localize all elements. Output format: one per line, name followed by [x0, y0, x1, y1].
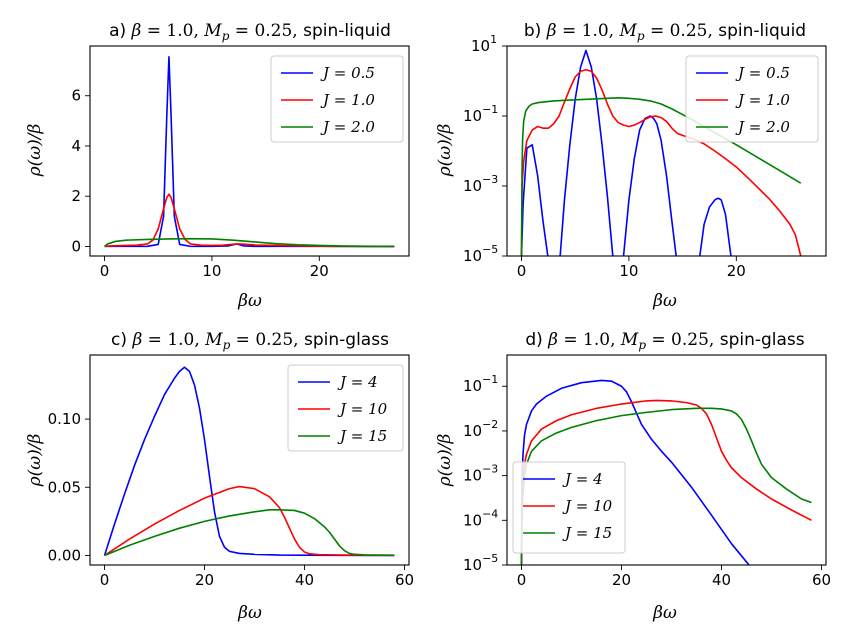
panel-c-ytick-label: 0.05 — [48, 478, 81, 496]
panel-d-axes — [506, 354, 827, 566]
panel-a-x-label: βω — [237, 291, 262, 311]
panel-a-axes — [89, 45, 410, 257]
panel-d-series-1-line — [520, 379, 750, 565]
panel-a-legend-label: J = 0.5 — [320, 64, 375, 82]
panel-c-xtick-label: 40 — [295, 571, 314, 589]
panel-c-legend-label: J = 10 — [337, 400, 388, 418]
panel-c-xtick-label: 0 — [100, 571, 110, 589]
panel-d-xtick-label: 60 — [812, 571, 831, 589]
panel-d-y-label: ρ(ω)/β — [435, 433, 455, 487]
panel-a-legend-label: J = 1.0 — [320, 91, 375, 109]
panel-c-series-1-line — [103, 366, 395, 557]
panel-d-series-3-line — [520, 407, 812, 565]
panel-b-title: b) β = 1.0, Mp = 0.25, spin-liquid — [524, 21, 806, 43]
panel-b-ytick-label: 10−1 — [463, 103, 498, 125]
panel-b: b) β = 1.0, Mp = 0.25, spin-liquid ρ(ω)/… — [435, 21, 827, 311]
panel-b-legend-label: J = 1.0 — [735, 91, 790, 109]
panel-c-legend-label: J = 15 — [337, 427, 387, 445]
svg-text:ρ(ω)/β: ρ(ω)/β — [435, 123, 455, 177]
panel-a-ytick-label: 2 — [71, 187, 81, 205]
panel-d-legend: J = 4 J = 10 J = 15 — [512, 461, 626, 554]
panel-d-ytick-label: 10−4 — [463, 507, 498, 529]
panel-b-ytick-label: 101 — [471, 33, 497, 55]
panel-c-series-2-line — [104, 485, 395, 557]
panel-b-xtick-label: 20 — [727, 262, 746, 280]
panel-a-series-3-line — [104, 237, 395, 248]
panel-b-y-label: ρ(ω)/β — [435, 123, 455, 177]
panel-b-ytick-label: 10−3 — [463, 173, 498, 195]
panel-d-series-2-line — [520, 399, 812, 565]
panel-b-xtick-label: 10 — [619, 262, 638, 280]
panel-d-legend-label: J = 4 — [562, 470, 603, 488]
panel-c-y-label: ρ(ω)/β — [25, 433, 45, 487]
panel-c-ytick-label: 0.00 — [48, 546, 81, 564]
svg-text:ρ(ω)/β: ρ(ω)/β — [25, 123, 45, 177]
panel-a: a) β = 1.0, Mp = 0.25, spin-liquid ρ(ω)/… — [25, 21, 410, 311]
panel-b-series-1-line — [520, 49, 732, 256]
panel-a-ytick-label: 0 — [71, 237, 81, 255]
panel-b-legend-label: J = 2.0 — [735, 118, 790, 136]
panel-d-ytick-label: 10−2 — [463, 418, 498, 440]
panel-a-series-2-line — [104, 193, 395, 248]
panel-b-x-label: βω — [652, 291, 677, 311]
panel-a-y-label: ρ(ω)/β — [25, 123, 45, 177]
panel-c-axes — [89, 354, 410, 566]
panel-c-legend: J = 4 J = 10 J = 15 — [287, 364, 404, 452]
panel-d-legend-label: J = 10 — [562, 497, 613, 515]
svg-text:ρ(ω)/β: ρ(ω)/β — [25, 433, 45, 487]
panel-a-legend: J = 0.5 J = 1.0 J = 2.0 — [270, 55, 404, 143]
panel-c-title: c) β = 1.0, Mp = 0.25, spin-glass — [111, 330, 389, 352]
panel-d-ytick-label: 10−3 — [463, 463, 498, 485]
panel-c-series-3-line — [104, 508, 395, 557]
panel-d-xtick-label: 0 — [517, 571, 527, 589]
panel-a-ytick-label: 4 — [71, 137, 81, 155]
panel-d-ytick-label: 10−1 — [463, 373, 498, 395]
panel-b-legend: J = 0.5 J = 1.0 J = 2.0 — [685, 55, 819, 143]
panel-a-legend-label: J = 2.0 — [320, 118, 375, 136]
panel-a-xtick-label: 20 — [310, 262, 329, 280]
panel-a-xtick-label: 10 — [202, 262, 221, 280]
panel-d-ytick-label: 10−5 — [463, 552, 498, 574]
panel-d-xtick-label: 20 — [612, 571, 631, 589]
panel-d-x-label: βω — [652, 603, 677, 623]
panel-c-xtick-label: 20 — [195, 571, 214, 589]
panel-d-title: d) β = 1.0, Mp = 0.25, spin-glass — [525, 330, 804, 352]
panel-c-xtick-label: 60 — [395, 571, 414, 589]
panel-a-xtick-label: 0 — [100, 262, 110, 280]
svg-text:ρ(ω)/β: ρ(ω)/β — [435, 433, 455, 487]
panel-b-axes — [506, 45, 827, 257]
panel-a-ytick-label: 6 — [71, 87, 81, 105]
panel-b-ytick-label: 10−5 — [463, 243, 498, 265]
panel-a-title: a) β = 1.0, Mp = 0.25, spin-liquid — [109, 21, 391, 43]
panel-d-xtick-label: 40 — [712, 571, 731, 589]
panel-c-legend-label: J = 4 — [337, 373, 378, 391]
panel-d: d) β = 1.0, Mp = 0.25, spin-glass ρ(ω)/β… — [435, 330, 831, 623]
panel-d-legend-label: J = 15 — [562, 524, 612, 542]
panel-b-series-2-line — [520, 68, 802, 256]
panel-c-ytick-label: 0.10 — [48, 410, 81, 428]
panel-c: c) β = 1.0, Mp = 0.25, spin-glass ρ(ω)/β… — [25, 330, 414, 623]
panel-b-legend-label: J = 0.5 — [735, 64, 790, 82]
panel-c-x-label: βω — [237, 603, 262, 623]
panel-b-xtick-label: 0 — [517, 262, 527, 280]
